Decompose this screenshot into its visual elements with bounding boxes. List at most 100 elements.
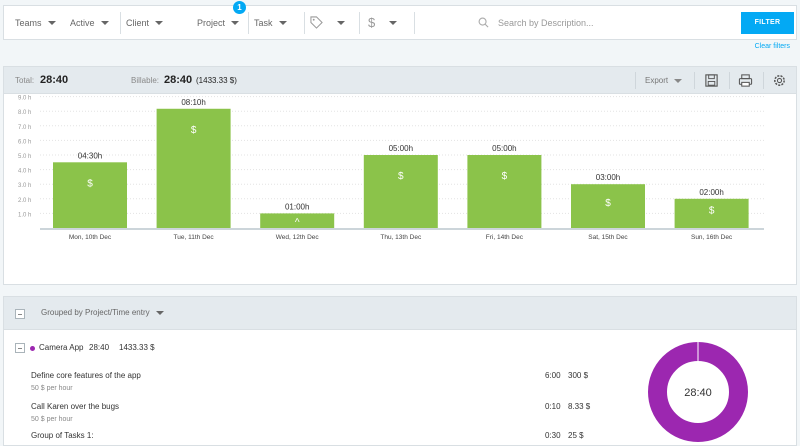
entry-description: Define core features of the app <box>31 371 141 380</box>
tag-icon <box>310 16 323 29</box>
divider <box>635 72 636 89</box>
chevron-down-icon <box>674 78 683 83</box>
teams-filter[interactable]: Teams <box>15 6 56 39</box>
bar-data-label: 08:10h <box>181 98 205 107</box>
teams-filter-label: Teams <box>15 17 42 28</box>
bar-dollar-icon: $ <box>191 125 197 136</box>
bar-mon-10th-dec <box>53 162 127 228</box>
project-collapse-toggle[interactable] <box>15 343 25 353</box>
entry-amount: 8.33 $ <box>568 402 591 411</box>
project-color-dot <box>30 346 35 351</box>
print-icon[interactable] <box>738 73 753 88</box>
client-filter[interactable]: Client <box>126 6 164 39</box>
chevron-down-icon <box>337 20 345 25</box>
bar-dollar-icon: $ <box>709 205 715 216</box>
clear-filters-link[interactable]: Clear filters <box>754 43 790 50</box>
divider <box>248 12 249 34</box>
chevron-down-icon <box>47 20 56 25</box>
project-name: Camera App <box>39 343 84 352</box>
project-amount: 1433.33 $ <box>119 343 155 352</box>
project-filter[interactable]: Project <box>197 6 240 39</box>
entry-time: 6:00 <box>545 371 561 380</box>
task-filter-label: Task <box>254 17 273 28</box>
filter-bar: Teams Active Client Project 1 Task $ FIL… <box>3 1 797 40</box>
y-tick-label: 3.0 h <box>18 183 31 189</box>
y-tick-label: 5.0 h <box>18 154 31 160</box>
divider <box>120 12 121 34</box>
project-filter-badge: 1 <box>233 1 246 14</box>
bar-data-label: 03:00h <box>596 173 620 182</box>
divider <box>763 72 764 89</box>
bar-tue-11th-dec <box>156 108 231 228</box>
x-tick-label: Sat, 15th Dec <box>588 234 628 241</box>
tag-filter[interactable] <box>310 6 345 39</box>
search-input[interactable] <box>498 14 718 32</box>
x-tick-label: Sun, 16th Dec <box>691 234 733 241</box>
entry-description: Group of Tasks 1: <box>31 431 94 440</box>
group-by-dropdown[interactable]: Grouped by Project/Time entry <box>41 308 164 317</box>
y-tick-label: 9.0 h <box>18 96 31 102</box>
x-tick-label: Mon, 10th Dec <box>69 234 112 241</box>
save-icon[interactable] <box>704 73 719 88</box>
bar-data-label: 04:30h <box>78 151 102 160</box>
bar-data-label: 05:00h <box>492 144 516 153</box>
export-dropdown[interactable]: Export <box>645 76 683 85</box>
chevron-down-icon <box>278 20 287 25</box>
chevron-down-icon <box>100 20 109 25</box>
x-tick-label: Thu, 13th Dec <box>380 234 422 241</box>
chevron-down-icon <box>155 310 164 315</box>
group-by-label: Grouped by Project/Time entry <box>41 308 150 317</box>
billable-filter[interactable]: $ <box>368 6 398 39</box>
filter-button[interactable]: FILTER <box>741 12 794 34</box>
bar-data-label: 05:00h <box>389 144 413 153</box>
bar-dollar-icon: $ <box>605 198 611 209</box>
chevron-down-icon <box>231 20 240 25</box>
daily-hours-chart: 1.0 h 2.0 h 3.0 h 4.0 h 5.0 h 6.0 h 7.0 h 8.0 h… <box>18 96 764 241</box>
entry-time: 0:10 <box>545 402 561 411</box>
bar-dollar-icon: $ <box>502 171 508 182</box>
collapse-all-toggle[interactable] <box>15 309 25 319</box>
bar-wed-12th-dec <box>260 213 335 228</box>
y-tick-label: 7.0 h <box>18 125 31 131</box>
total-label: Total: <box>15 76 35 85</box>
y-tick-label: 1.0 h <box>18 212 31 218</box>
grouped-panel: Grouped by Project/Time entry Camera App… <box>3 296 797 446</box>
task-filter[interactable]: Task <box>254 6 287 39</box>
project-filter-label: Project <box>197 17 226 28</box>
y-tick-label: 8.0 h <box>18 110 31 116</box>
x-tick-label: Wed, 12th Dec <box>276 234 320 241</box>
total-value: 28:40 <box>40 74 69 86</box>
project-time: 28:40 <box>89 343 110 352</box>
entry-rate: 50 $ per hour <box>31 385 73 392</box>
settings-icon[interactable] <box>772 73 787 88</box>
divider <box>359 12 360 34</box>
entry-rate: 50 $ per hour <box>31 416 73 423</box>
entry-description: Call Karen over the bugs <box>31 402 120 411</box>
project-donut-chart: 28:40 <box>648 342 748 442</box>
bar-dollar-icon: ^ <box>295 217 300 228</box>
divider <box>694 72 695 89</box>
bar-sun-16th-dec <box>674 198 749 228</box>
x-tick-label: Tue, 11th Dec <box>174 234 215 241</box>
bar-dollar-icon: $ <box>398 171 404 182</box>
search-icon <box>478 17 489 28</box>
bar-thu-13th-dec <box>363 155 438 228</box>
client-filter-label: Client <box>126 17 150 28</box>
bar-sat-15th-dec <box>571 184 645 228</box>
y-tick-label: 6.0 h <box>18 139 31 145</box>
entry-amount: 25 $ <box>568 431 584 440</box>
summary-header: Total: 28:40 Billable: 28:40 (1433.33 $)… <box>4 67 796 94</box>
summary-panel: Total: 28:40 Billable: 28:40 (1433.33 $)… <box>3 66 797 285</box>
chevron-down-icon <box>389 20 398 25</box>
grouped-header: Grouped by Project/Time entry <box>4 297 796 330</box>
bar-dollar-icon: $ <box>87 178 93 189</box>
y-tick-label: 4.0 h <box>18 169 31 175</box>
entry-amount: 300 $ <box>568 371 589 380</box>
billable-amount: (1433.33 $) <box>196 76 237 85</box>
y-tick-label: 2.0 h <box>18 198 31 204</box>
divider <box>414 12 415 34</box>
chevron-down-icon <box>155 20 164 25</box>
divider <box>304 12 305 34</box>
bar-data-label: 01:00h <box>285 202 309 211</box>
active-filter[interactable]: Active <box>70 6 109 39</box>
